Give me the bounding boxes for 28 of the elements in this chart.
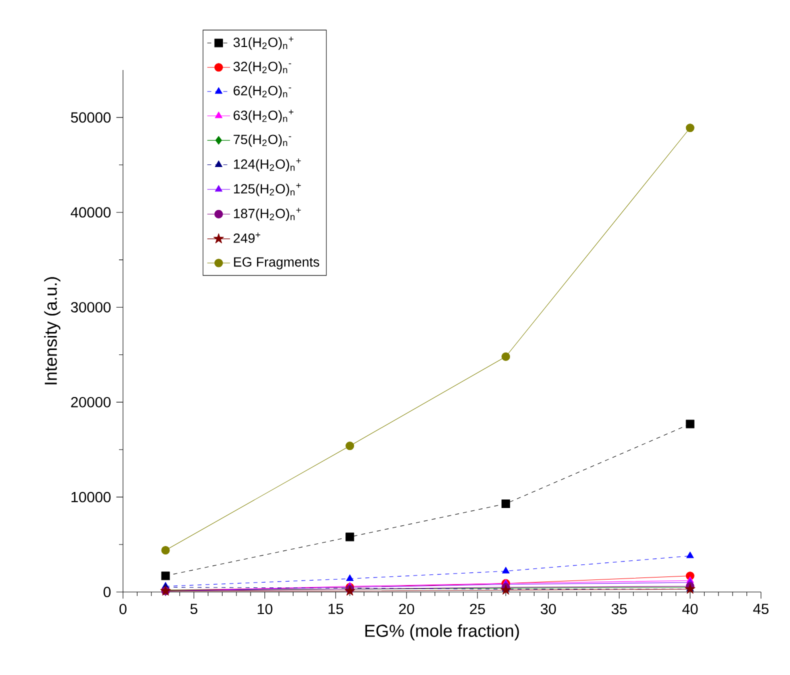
legend-label: 124(H$_{2}$O)$_{n}$+	[234, 158, 301, 172]
x-tick-label: 25	[470, 604, 485, 614]
x-tick-label: 40	[682, 604, 698, 614]
x-tick-label: 15	[328, 604, 344, 614]
legend-label: 125(H$_{2}$O)$_{n}$+	[234, 183, 301, 196]
x-tick-label: 45	[753, 604, 769, 614]
legend-label: EG Fragments	[234, 257, 320, 270]
y-tick-label: 30000	[70, 302, 111, 312]
x-tick-label: 10	[258, 604, 272, 614]
y-tick-label: 50000	[70, 112, 111, 123]
x-axis-title: EG% (mole fraction)	[365, 624, 519, 640]
x-tick-label: 30	[540, 604, 556, 614]
legend-label: 32(H$_{2}$O)$_{n}$-	[233, 61, 292, 74]
x-tick-label: 0	[119, 604, 126, 614]
y-tick-label: 10000	[72, 492, 111, 502]
y-axis-title: Intensity (a.u.)	[44, 277, 60, 384]
legend-label: 31(H$_{2}$O)$_{n}$+	[233, 36, 294, 50]
legend-label: 249$^{+}$	[234, 232, 260, 243]
x-tick-label: 20	[399, 604, 414, 614]
legend-label: 75(H$_{2}$O)$_{n}$-	[234, 134, 292, 147]
y-tick-label: 40000	[70, 207, 111, 218]
y-tick-label: 20000	[71, 396, 111, 408]
y-tick-label: 0	[104, 586, 111, 598]
legend-label: 63(H$_{2}$O)$_{n}$+	[234, 110, 294, 123]
x-tick-label: 35	[612, 604, 627, 614]
x-tick-label: 5	[190, 604, 198, 614]
legend-label: 62(H$_{2}$O)$_{n}$-	[234, 86, 292, 98]
legend-label: 187(H$_{2}$O)$_{n}$+	[234, 208, 301, 221]
